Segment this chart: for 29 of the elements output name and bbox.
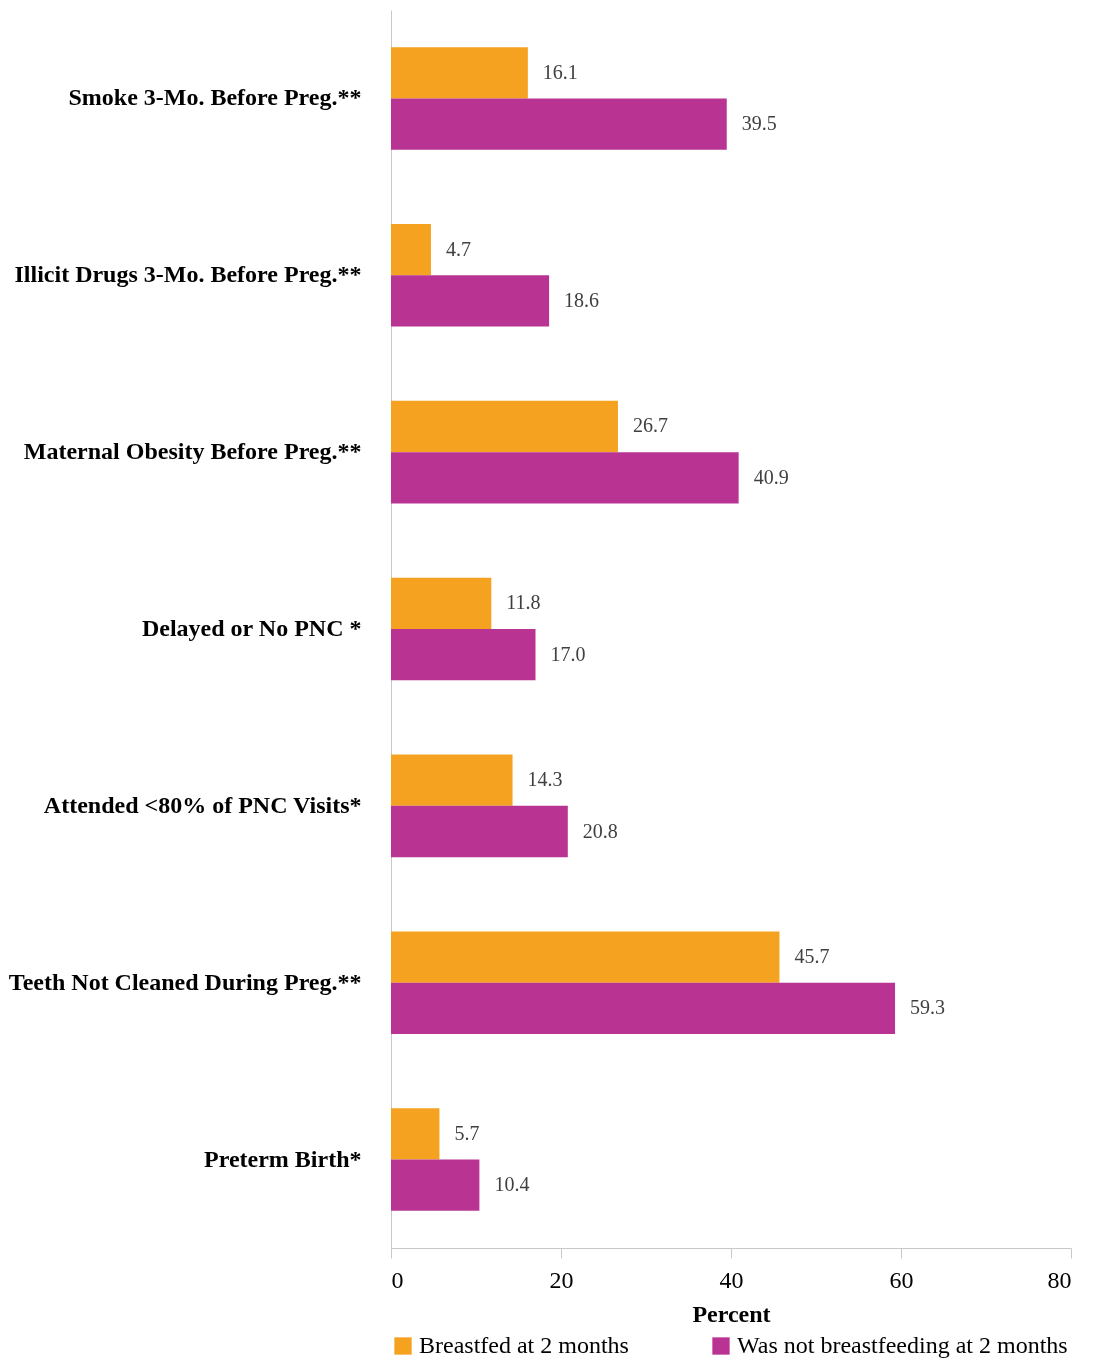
x-axis-title: Percent — [692, 1300, 771, 1327]
data-label: 26.7 — [632, 414, 668, 437]
x-tick-label: 20 — [549, 1266, 574, 1293]
data-label: 59.3 — [910, 996, 946, 1019]
data-label: 10.4 — [494, 1173, 530, 1196]
x-tick-label: 40 — [719, 1266, 744, 1293]
data-label: 16.1 — [542, 60, 578, 83]
y-tick-label: Teeth Not Cleaned During Preg.** — [8, 968, 362, 995]
data-label: 39.5 — [741, 112, 777, 135]
y-tick-label: Smoke 3-Mo. Before Preg.** — [68, 84, 362, 111]
data-label: 20.8 — [582, 819, 618, 842]
data-label: 4.7 — [445, 237, 471, 260]
x-tick-label: 60 — [889, 1266, 914, 1293]
data-label: 40.9 — [753, 465, 789, 488]
y-tick-label: Delayed or No PNC * — [141, 615, 362, 641]
data-label: 5.7 — [454, 1121, 480, 1144]
data-label: 17.0 — [550, 642, 586, 665]
y-tick-label: Maternal Obesity Before Preg.** — [23, 438, 362, 465]
y-tick-label: Preterm Birth* — [204, 1145, 362, 1172]
y-tick-label: Attended <80% of PNC Visits* — [43, 791, 362, 818]
data-label: 11.8 — [506, 591, 541, 614]
x-tick-label: 80 — [1047, 1266, 1072, 1293]
legend-label: Was not breastfeeding at 2 months — [737, 1332, 1068, 1358]
data-label: 45.7 — [794, 945, 830, 968]
x-tick-label: 0 — [391, 1266, 404, 1293]
data-label: 18.6 — [564, 288, 600, 311]
data-label: 14.3 — [527, 768, 563, 791]
legend-label: Breastfed at 2 months — [419, 1332, 629, 1358]
y-tick-label: Illicit Drugs 3-Mo. Before Preg.** — [14, 261, 362, 288]
